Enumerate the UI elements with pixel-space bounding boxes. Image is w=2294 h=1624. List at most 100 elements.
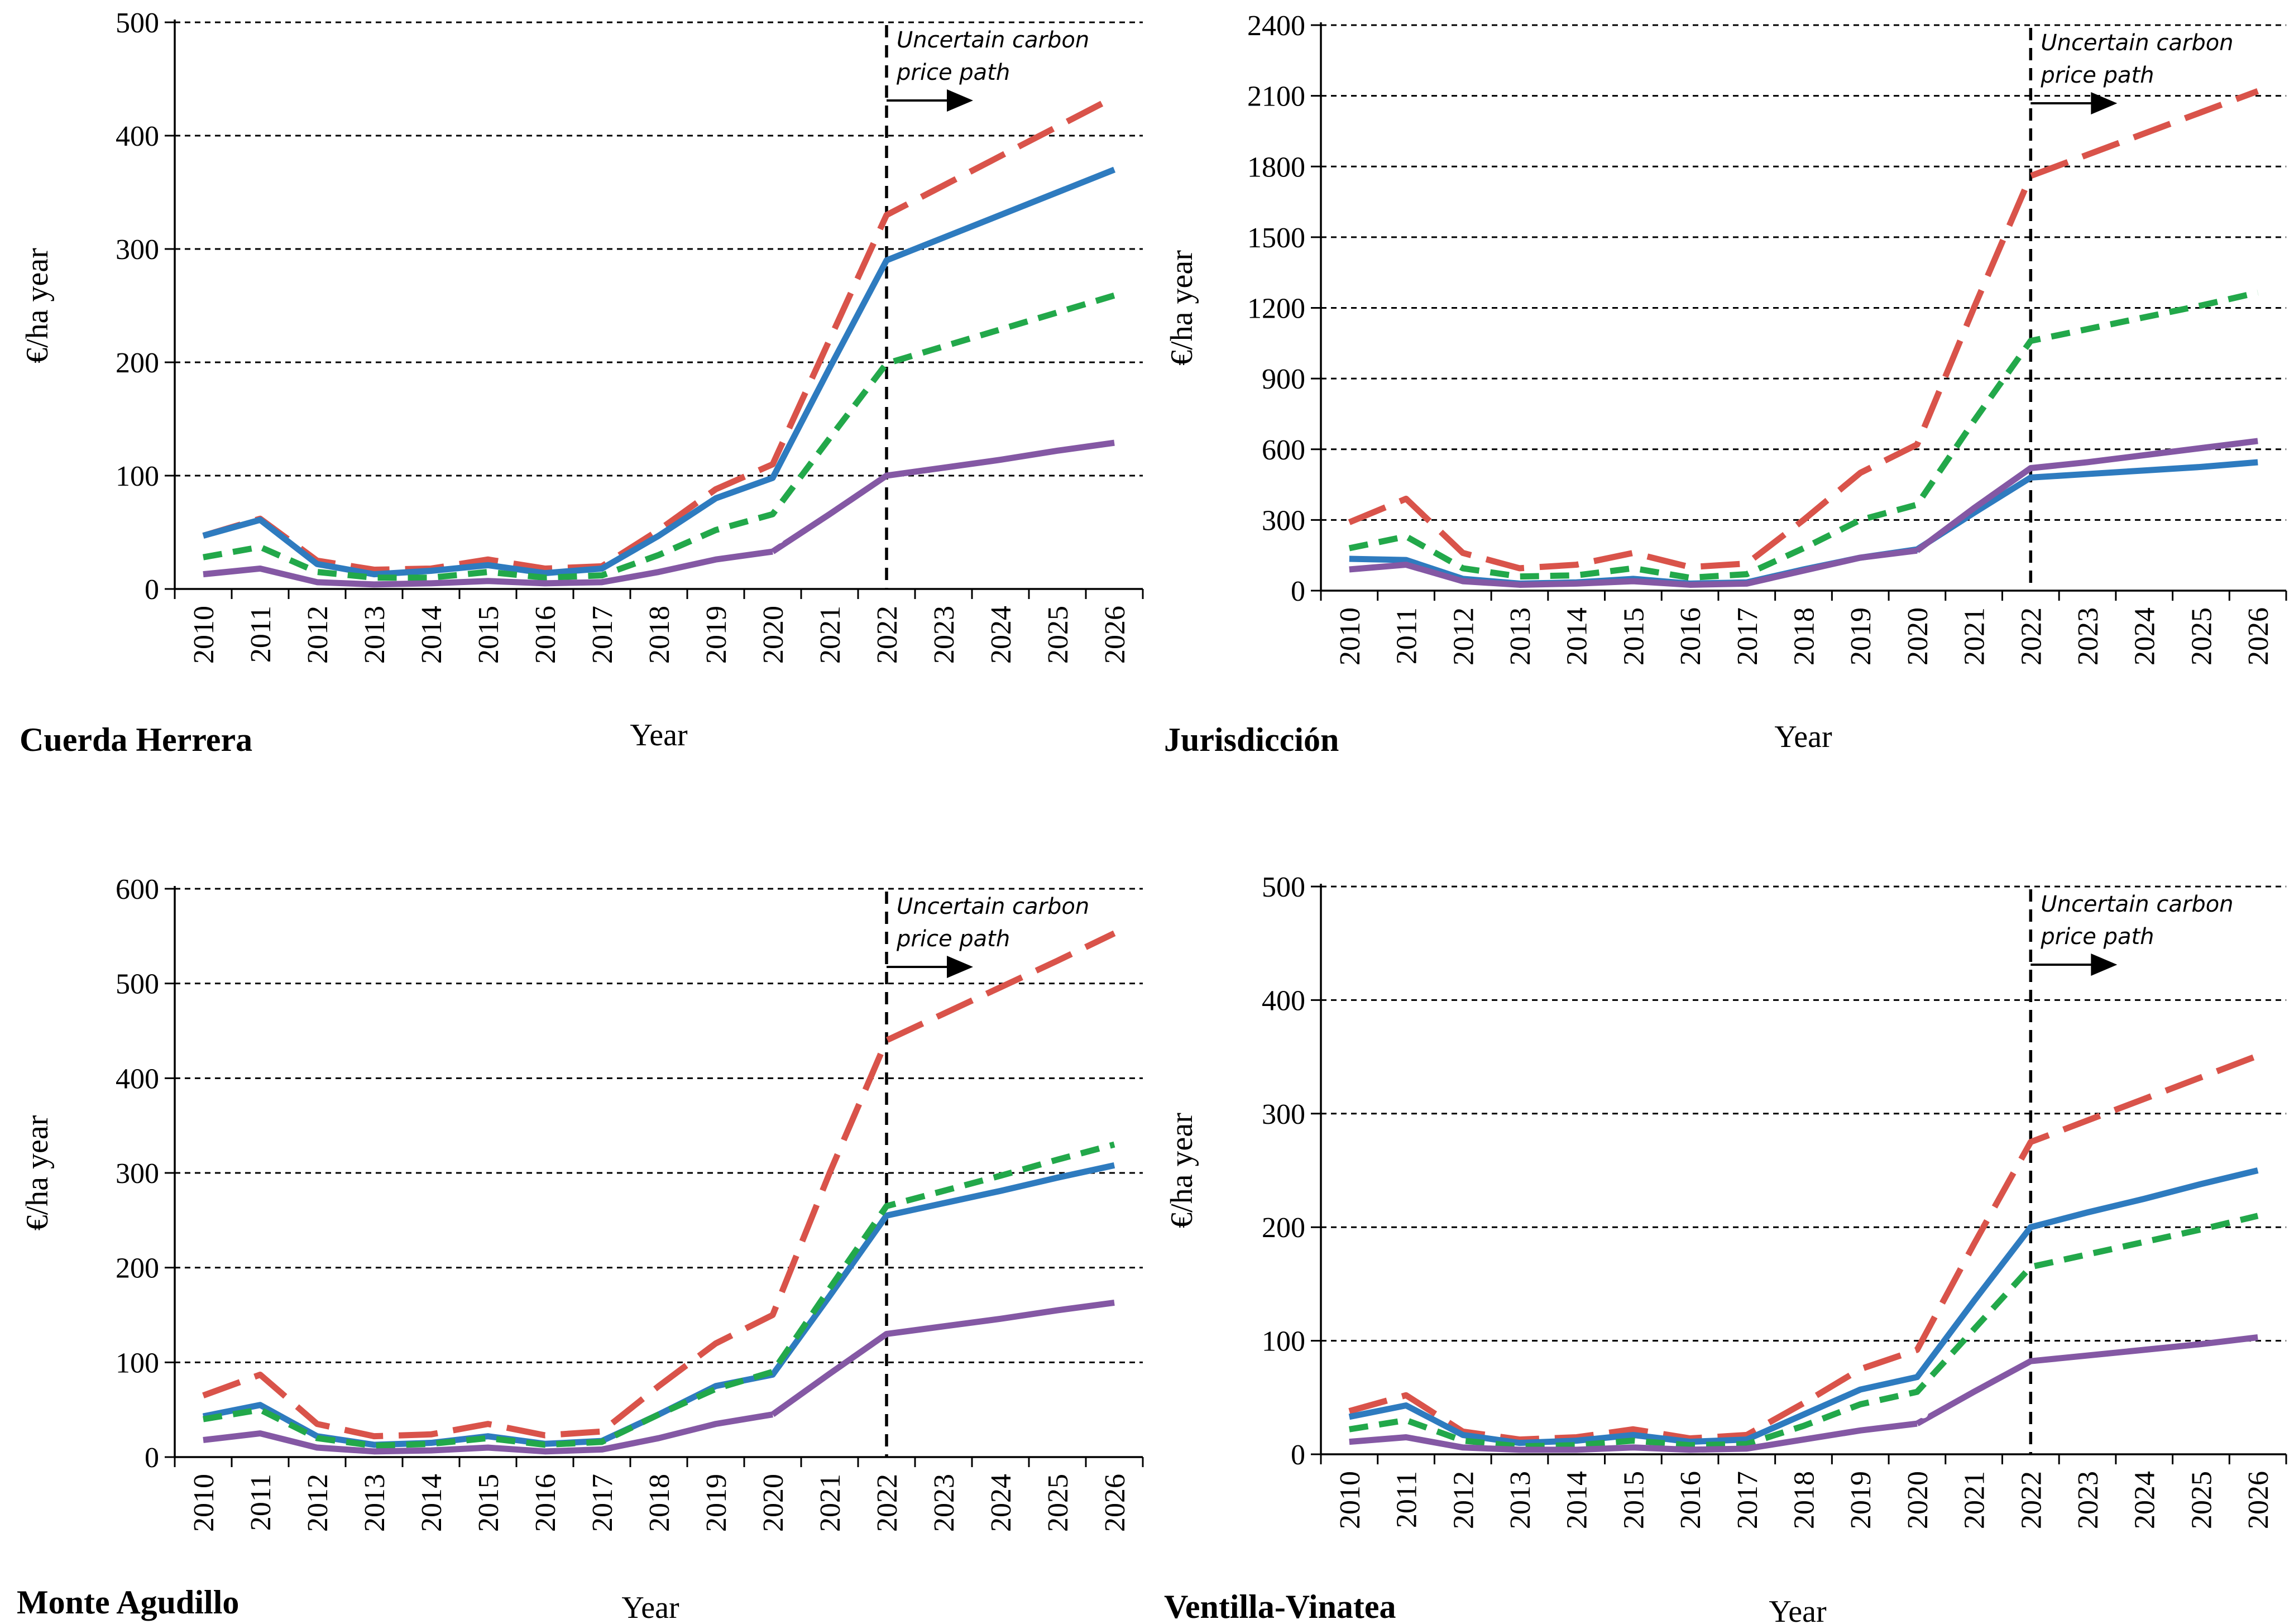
x-tick-label: 2023 bbox=[2072, 607, 2104, 665]
series-line-4 bbox=[1349, 547, 1918, 588]
x-tick-label: 2017 bbox=[587, 1474, 619, 1532]
y-tick-label: 200 bbox=[116, 1253, 159, 1285]
x-tick-label: 2013 bbox=[1505, 607, 1536, 665]
y-axis-title: €/ha year bbox=[20, 248, 55, 363]
site-name: Jurisdicción bbox=[1164, 721, 1339, 758]
x-tick-label: 2021 bbox=[1959, 1471, 1991, 1529]
x-tick-label: 2015 bbox=[1618, 607, 1650, 665]
chart-panel-1: 0 100 200 300 400 500 2010 2011 2012 2013 2014 2015… bbox=[20, 7, 1144, 758]
x-tick-label: 2020 bbox=[758, 1474, 789, 1532]
x-tick-label: 2016 bbox=[530, 1474, 562, 1532]
x-tick-label: 2017 bbox=[1732, 1471, 1764, 1529]
y-tick-label: 500 bbox=[116, 7, 159, 39]
series-line-1 bbox=[202, 930, 1116, 1440]
y-tick-label: 200 bbox=[116, 347, 159, 379]
series-line-3 bbox=[203, 1141, 1115, 1449]
y-tick-label: 400 bbox=[116, 121, 159, 152]
site-name: Ventilla-Vinatea bbox=[1164, 1588, 1396, 1624]
site-name: Monte Agudillo bbox=[17, 1584, 239, 1621]
x-tick-label: 2018 bbox=[644, 606, 676, 664]
x-tick-label: 2022 bbox=[871, 1474, 903, 1532]
series-line-3 bbox=[203, 292, 1115, 581]
annotation-text: Uncertain carbon bbox=[2041, 892, 2233, 917]
y-tick-label: 600 bbox=[116, 874, 159, 906]
y-tick-label: 300 bbox=[1262, 505, 1305, 536]
series-line-2 bbox=[202, 166, 1116, 578]
y-tick-label: 900 bbox=[1262, 363, 1305, 395]
y-tick-label: 0 bbox=[1291, 1439, 1305, 1471]
y-tick-label: 400 bbox=[1262, 985, 1305, 1017]
x-tick-label: 2024 bbox=[2129, 1471, 2161, 1529]
x-tick-label: 2023 bbox=[2072, 1471, 2104, 1529]
y-tick-label: 0 bbox=[145, 1442, 159, 1474]
annotation-text: price path bbox=[2040, 924, 2154, 950]
series-gap bbox=[1918, 1408, 1928, 1419]
y-axis-title: €/ha year bbox=[20, 1115, 55, 1230]
x-tick-label: 2013 bbox=[1505, 1471, 1536, 1529]
x-tick-label: 2010 bbox=[1334, 1471, 1366, 1529]
x-tick-label: 2016 bbox=[530, 606, 562, 664]
y-tick-label: 600 bbox=[1262, 434, 1305, 466]
y-axis-title: €/ha year bbox=[1165, 250, 1199, 366]
x-tick-label: 2014 bbox=[416, 1474, 448, 1532]
annotation-text: price path bbox=[2040, 63, 2154, 88]
x-tick-label: 2012 bbox=[1448, 607, 1479, 665]
series-line-1 bbox=[1348, 1052, 2259, 1443]
x-tick-label: 2015 bbox=[473, 1474, 505, 1532]
y-tick-label: 0 bbox=[145, 574, 159, 606]
x-tick-label: 2012 bbox=[302, 1474, 334, 1532]
x-tick-label: 2013 bbox=[359, 1474, 391, 1532]
series-line-3 bbox=[1348, 1213, 2259, 1450]
series-line-3 bbox=[1348, 289, 2259, 581]
series-gap bbox=[774, 1395, 784, 1405]
series-line-4-b bbox=[1915, 1334, 2258, 1426]
series-line-4-b bbox=[770, 1299, 1115, 1417]
x-axis-title: Year bbox=[621, 1591, 679, 1624]
y-tick-label: 500 bbox=[116, 969, 159, 1000]
x-axis-title: Year bbox=[630, 718, 688, 753]
x-tick-label: 2010 bbox=[188, 1474, 220, 1532]
x-tick-label: 2026 bbox=[2243, 607, 2274, 665]
series-line-2 bbox=[202, 1162, 1115, 1448]
y-tick-label: 2400 bbox=[1247, 10, 1305, 42]
series-gap bbox=[1918, 530, 1928, 540]
x-tick-label: 2011 bbox=[245, 1474, 277, 1531]
x-tick-label: 2014 bbox=[1562, 607, 1593, 665]
x-tick-label: 2024 bbox=[985, 606, 1017, 664]
x-axis-title: Year bbox=[1769, 1594, 1827, 1624]
y-tick-label: 1800 bbox=[1247, 151, 1305, 183]
x-tick-label: 2022 bbox=[2015, 1471, 2047, 1529]
x-tick-label: 2021 bbox=[815, 1474, 846, 1532]
series-line-4-b bbox=[1915, 438, 2258, 553]
x-tick-label: 2019 bbox=[1845, 607, 1877, 665]
y-tick-label: 200 bbox=[1262, 1212, 1305, 1244]
x-tick-label: 2015 bbox=[473, 606, 505, 664]
x-tick-label: 2016 bbox=[1675, 607, 1707, 665]
x-tick-label: 2018 bbox=[1789, 607, 1821, 665]
x-tick-label: 2020 bbox=[1902, 1471, 1934, 1529]
x-tick-label: 2011 bbox=[245, 606, 277, 663]
y-tick-label: 100 bbox=[1262, 1326, 1305, 1358]
annotation-arrowhead bbox=[2091, 954, 2118, 976]
series-line-1 bbox=[1348, 88, 2259, 572]
series-line-1 bbox=[202, 94, 1116, 573]
x-tick-label: 2017 bbox=[587, 606, 619, 664]
y-tick-label: 2100 bbox=[1247, 81, 1305, 113]
x-tick-label: 2019 bbox=[701, 1474, 732, 1532]
series-line-4 bbox=[1349, 1420, 1918, 1453]
y-tick-label: 1500 bbox=[1247, 222, 1305, 254]
series-gap bbox=[774, 533, 784, 544]
x-tick-label: 2012 bbox=[1448, 1471, 1479, 1529]
y-tick-label: 1200 bbox=[1247, 293, 1305, 325]
x-tick-label: 2018 bbox=[1789, 1471, 1821, 1529]
y-tick-label: 0 bbox=[1291, 576, 1305, 607]
x-tick-label: 2026 bbox=[2243, 1471, 2274, 1529]
y-tick-label: 300 bbox=[116, 1158, 159, 1190]
y-tick-label: 300 bbox=[1262, 1099, 1305, 1130]
chart-panel-3: 0 100 200 300 400 500 600 2010 2011 2012 2013 2014 2… bbox=[17, 874, 1144, 1624]
x-tick-label: 2026 bbox=[1099, 1474, 1131, 1532]
x-tick-label: 2020 bbox=[758, 606, 789, 664]
x-tick-label: 2024 bbox=[2129, 607, 2161, 665]
x-tick-label: 2011 bbox=[1391, 607, 1423, 664]
